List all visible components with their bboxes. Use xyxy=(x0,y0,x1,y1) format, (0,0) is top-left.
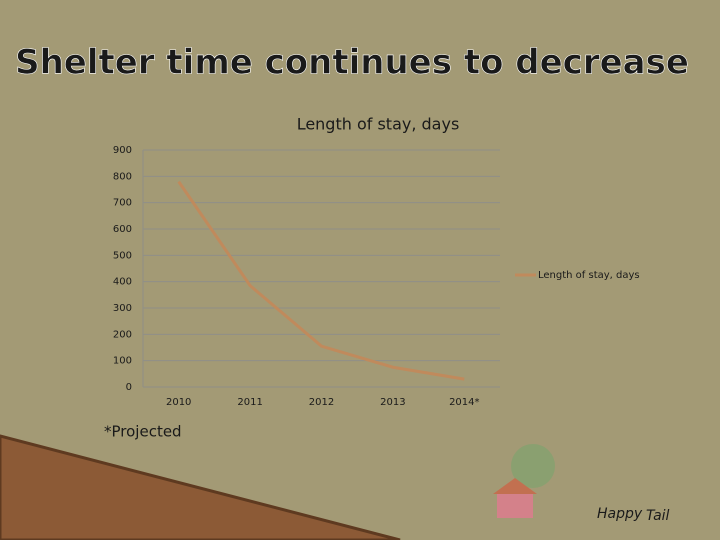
data-line xyxy=(177,180,465,381)
logo-roof xyxy=(493,478,537,494)
y-tick-label: 400 xyxy=(113,277,132,288)
y-tick-label: 200 xyxy=(113,329,132,340)
y-tick-label: 900 xyxy=(113,145,132,156)
y-tick-label: 300 xyxy=(113,303,132,314)
logo-text: Happy xyxy=(597,506,643,522)
logo-text: Tail xyxy=(646,508,670,524)
decor-wedge xyxy=(0,434,401,540)
logo: Happy Tail xyxy=(493,444,670,524)
y-tick-label: 100 xyxy=(113,356,132,367)
slide-title: Shelter time continues to decrease xyxy=(15,43,689,83)
footnote: *Projected xyxy=(104,423,182,441)
logo-house xyxy=(497,492,533,518)
y-tick-label: 0 xyxy=(126,382,132,393)
y-tick-label: 600 xyxy=(113,224,132,235)
x-tick-label: 2010 xyxy=(166,397,191,408)
x-tick-label: 2014* xyxy=(449,397,479,408)
legend-label: Length of stay, days xyxy=(538,270,640,281)
chart-title: Length of stay, days xyxy=(297,115,460,134)
logo-tree xyxy=(511,444,555,488)
y-tick-label: 700 xyxy=(113,198,132,209)
y-tick-label: 500 xyxy=(113,250,132,261)
y-tick-label: 800 xyxy=(113,171,132,182)
x-tick-label: 2013 xyxy=(380,397,405,408)
x-tick-label: 2011 xyxy=(237,397,262,408)
x-tick-label: 2012 xyxy=(309,397,334,408)
